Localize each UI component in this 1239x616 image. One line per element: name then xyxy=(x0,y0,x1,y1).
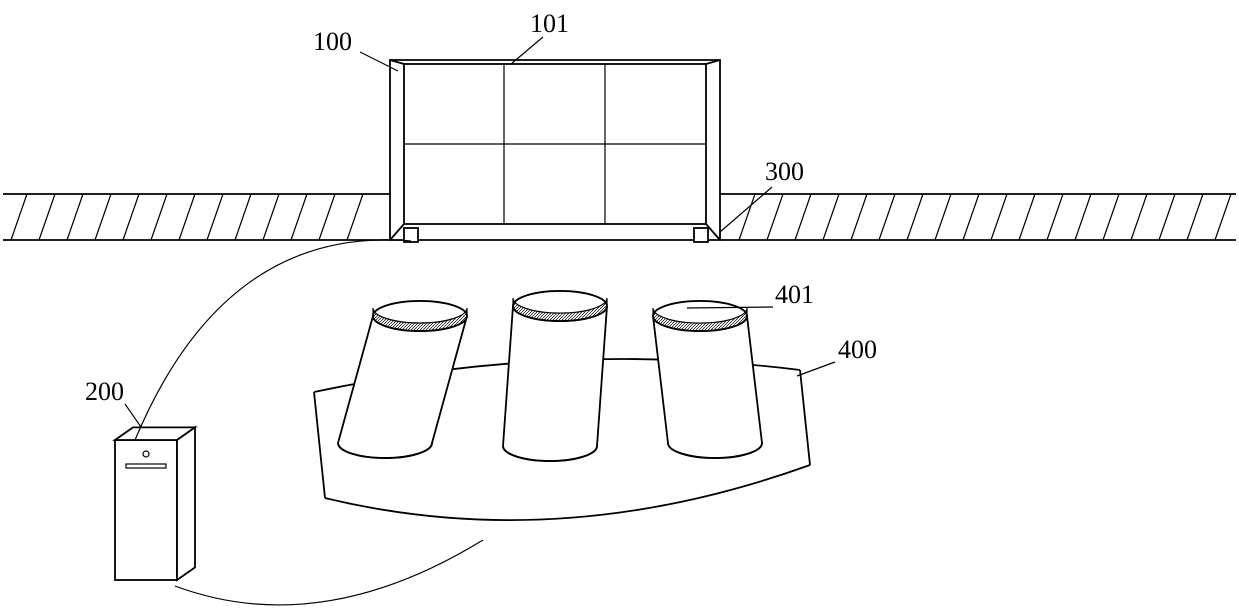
label-tray: 400 xyxy=(838,335,877,364)
computer-tower xyxy=(115,427,195,580)
label-drum_band: 401 xyxy=(775,280,814,309)
label-computer: 200 xyxy=(85,377,124,406)
leader-line xyxy=(125,404,141,427)
sensor xyxy=(694,228,708,242)
label-box_inner: 101 xyxy=(530,9,569,38)
label-box_body: 100 xyxy=(313,27,352,56)
sensor xyxy=(404,228,418,242)
cable-to-tray xyxy=(175,540,483,605)
label-track: 300 xyxy=(765,157,804,186)
drums xyxy=(338,291,762,461)
leader-line xyxy=(797,362,835,376)
